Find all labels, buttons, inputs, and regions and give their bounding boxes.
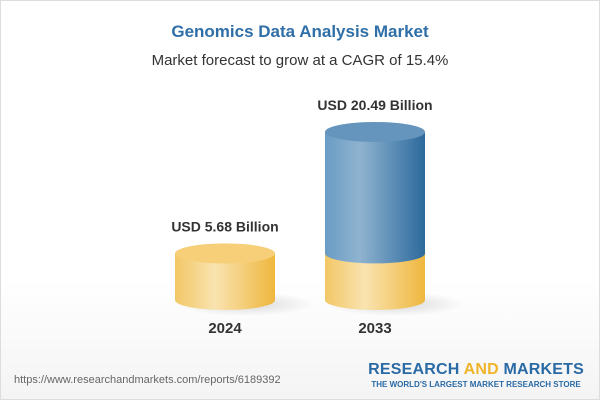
x-tick-label: 2024 (208, 320, 242, 337)
bar-2024-body (175, 253, 275, 310)
chart-title: Genomics Data Analysis Market (171, 22, 429, 41)
chart-subtitle: Market forecast to grow at a CAGR of 15.… (151, 52, 449, 69)
x-tick-label: 2033 (358, 320, 391, 337)
report-url[interactable]: https://www.researchandmarkets.com/repor… (14, 374, 281, 386)
bar-2033-growth-body (325, 131, 425, 264)
research-and-markets-logo: RESEARCH AND MARKETS THE WORLD'S LARGEST… (368, 361, 584, 389)
data-label: USD 20.49 Billion (317, 97, 432, 113)
bar-2033-growth-top (325, 121, 425, 142)
data-label: USD 5.68 Billion (171, 218, 278, 234)
bar-2024-top (175, 243, 275, 264)
bar-2033-base-body (325, 253, 425, 310)
